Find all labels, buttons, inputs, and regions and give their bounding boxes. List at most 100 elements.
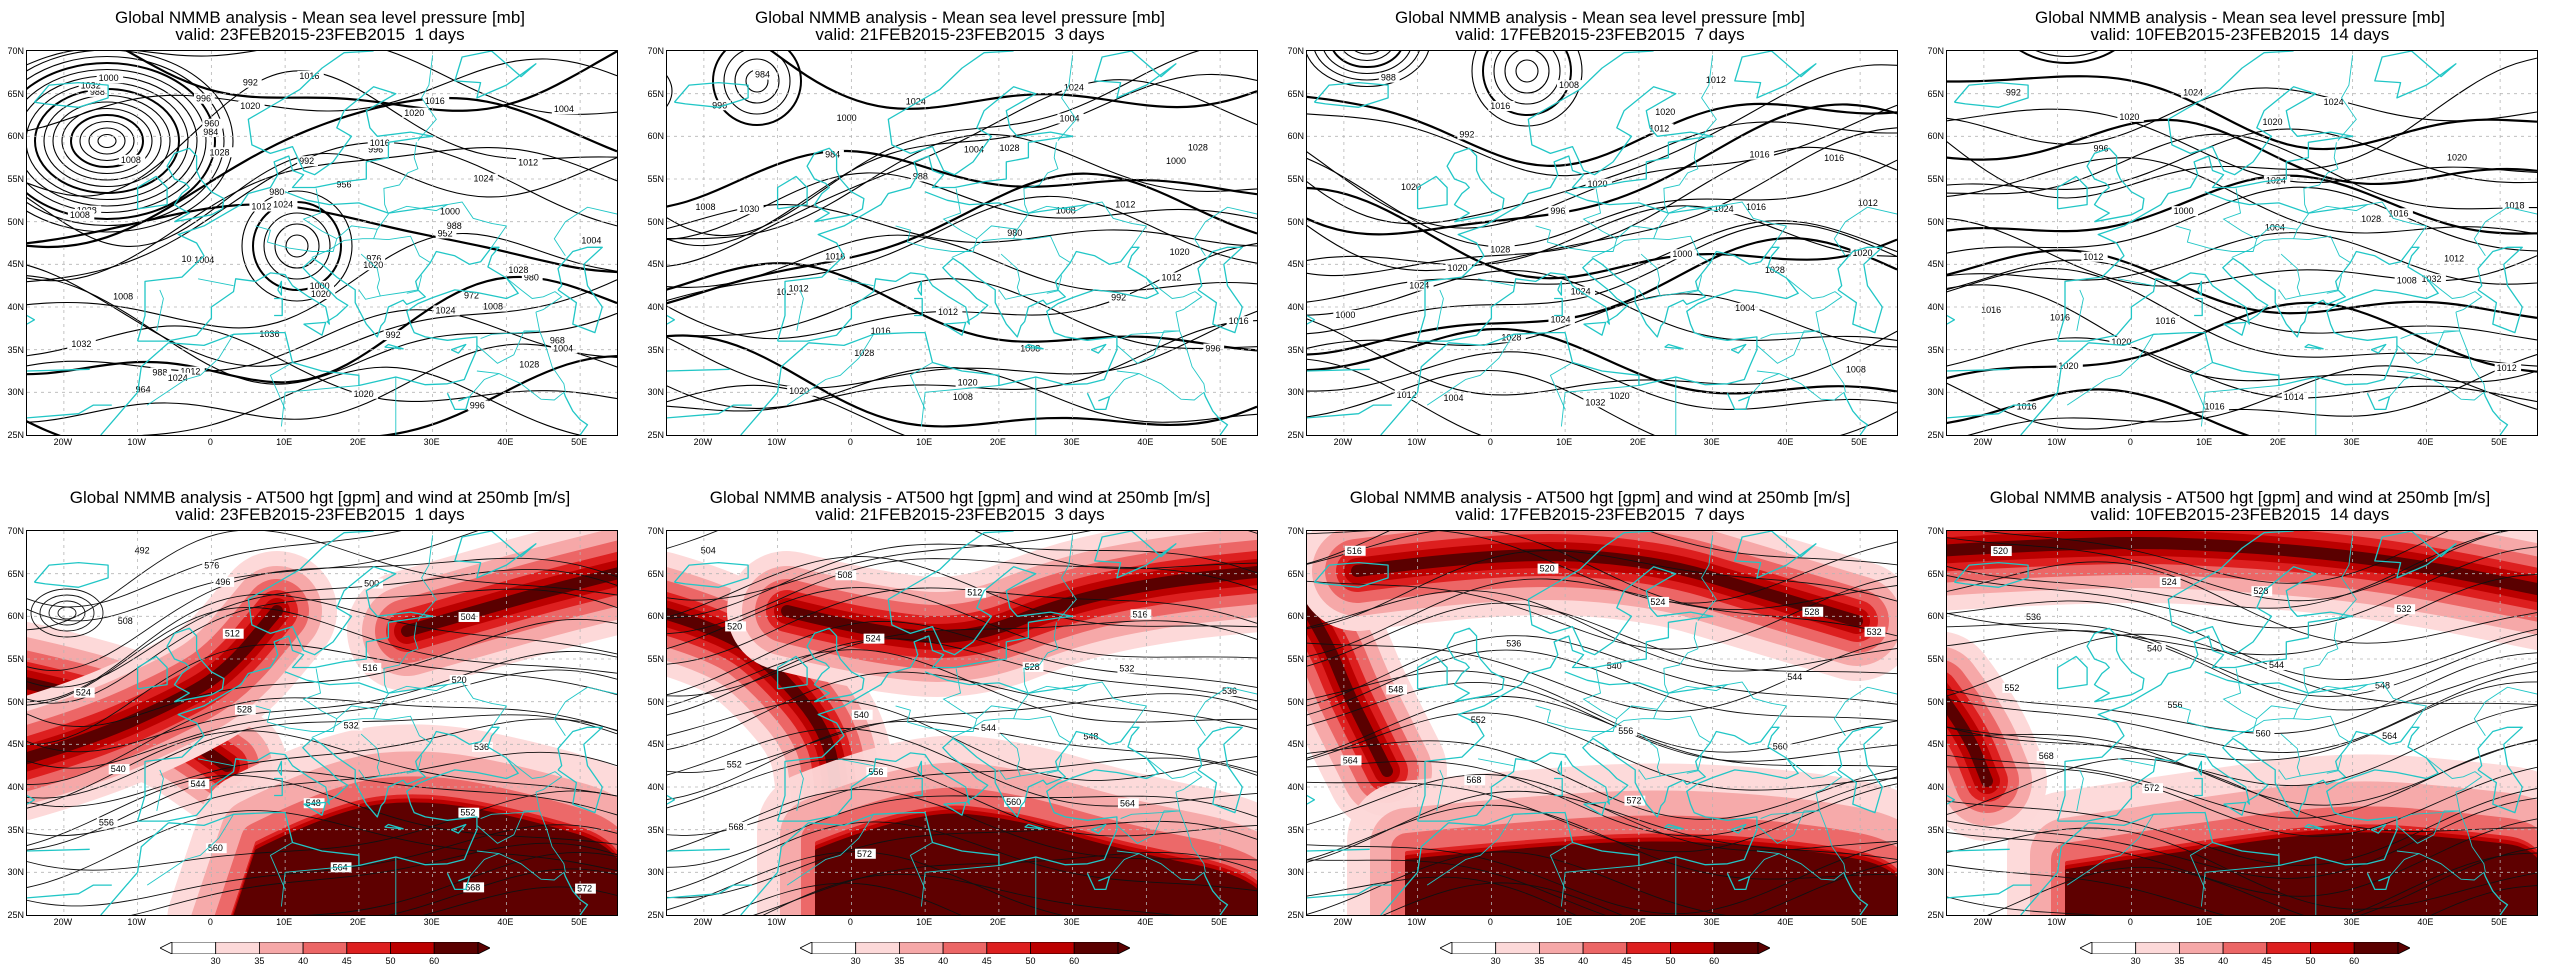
lon-tick-label: 20E — [2269, 917, 2286, 927]
country-border — [1116, 850, 1205, 881]
lat-tick-label: 35N — [1927, 824, 1944, 835]
height-contour — [1947, 852, 2537, 915]
country-border — [198, 758, 234, 767]
country-border — [1786, 757, 1843, 793]
lat-tick-label: 35N — [1287, 344, 1304, 355]
country-border — [1760, 312, 1821, 340]
isobar-label: 1016 — [2205, 401, 2225, 411]
colorbar-max-arrow — [1757, 942, 1770, 954]
isobar-label: 1012 — [2497, 363, 2517, 373]
country-border — [255, 188, 338, 252]
isobar-label-bg — [2394, 275, 2422, 286]
lon-tick-label: 0 — [847, 437, 853, 447]
country-border — [1109, 853, 1140, 877]
isobar-closed — [2019, 51, 2115, 64]
isobar-label: 1008 — [1020, 344, 1040, 354]
isobar-label: 1028 — [854, 348, 874, 358]
isobar-label-bg — [753, 69, 774, 80]
colorbar-label: 35 — [1534, 956, 1545, 966]
isobar-closed — [723, 51, 791, 115]
height-label-bg — [449, 674, 471, 685]
panel-valid-date: valid: 10FEB2015-23FEB2015 14 days — [2090, 25, 2390, 44]
height-contour — [1307, 876, 1897, 915]
isobar-labels: 988 992 996 1000 1004 1008 1012 1016 1020 1024 102… — [1333, 72, 1883, 408]
isobar-label-bg — [96, 73, 124, 84]
map-area: 516 520 524 528 532 536 540 544 548 552 556 560 564 5… — [1306, 530, 1898, 916]
panel-valid-date: valid: 10FEB2015-23FEB2015 14 days — [2090, 505, 2390, 524]
coastline — [557, 246, 603, 334]
colorbar-max-arrow — [2397, 942, 2410, 954]
isobar — [27, 147, 617, 282]
country-border — [2426, 757, 2483, 793]
isobar-closed — [52, 101, 162, 181]
lat-tick-label: 40N — [1927, 782, 1944, 792]
isobar-label-bg — [521, 272, 543, 283]
isobar-label-bg — [69, 339, 96, 350]
height-label: 524 — [76, 688, 91, 698]
country-border — [2426, 277, 2483, 313]
coastline — [1417, 726, 1799, 867]
isobar-label-bg — [1733, 302, 1760, 313]
lat-tick-label: 70N — [7, 46, 24, 56]
isobar-label-bg — [1744, 201, 1771, 212]
coastline — [1380, 342, 1450, 435]
coastline — [1843, 872, 1869, 915]
lat-tick-label: 45N — [7, 739, 24, 750]
isobar-label-bg — [1711, 204, 1739, 215]
isobar-label: 1024 — [776, 287, 796, 297]
coastline — [1953, 81, 2029, 108]
isobar-closed — [241, 190, 353, 302]
coastline — [2056, 51, 2354, 342]
lat-tick-label: 40N — [647, 782, 664, 792]
lon-tick-label: 50E — [571, 917, 588, 927]
height-contour — [1307, 635, 1897, 707]
panel-valid-date: valid: 21FEB2015-23FEB2015 3 days — [815, 25, 1105, 44]
isobar-label-bg — [1378, 72, 1400, 83]
height-contour — [1307, 851, 1727, 915]
isobar-closed — [667, 75, 673, 107]
lon-tick-label: 30E — [1703, 917, 1720, 927]
isobar — [27, 203, 617, 274]
height-contour — [1307, 590, 1897, 672]
isobar — [1307, 103, 1897, 236]
height-contour — [667, 531, 1257, 601]
lat-tick-label: 35N — [1287, 824, 1304, 835]
isobar-closed — [1307, 51, 1430, 88]
height-label-bg — [1117, 798, 1139, 809]
coastlines — [27, 51, 603, 435]
lat-tick-label: 55N — [7, 174, 24, 184]
coastline — [2304, 823, 2324, 830]
isobar-label-bg — [402, 107, 429, 118]
country-border — [2189, 842, 2213, 890]
country-border — [1120, 312, 1181, 340]
coastline — [943, 801, 967, 816]
lon-tick-label: 10E — [1556, 917, 1573, 927]
country-border — [796, 769, 804, 811]
lat-tick-label: 50N — [7, 216, 24, 227]
height-label: 552 — [727, 760, 742, 770]
lon-tick-label: 20W — [53, 437, 73, 447]
height-label: 504 — [701, 546, 716, 556]
height-contour — [1947, 633, 2537, 706]
panel-title: Global NMMB analysis - Mean sea level pr… — [754, 8, 1166, 27]
panel-valid-date: valid: 21FEB2015-23FEB2015 3 days — [815, 505, 1105, 524]
coastline — [1024, 823, 1044, 830]
height-label-bg — [2394, 604, 2416, 615]
lat-tick-label: 45N — [647, 259, 664, 270]
height-contour — [1307, 740, 1897, 820]
isobar-closed — [1515, 59, 1539, 83]
isobar — [1947, 268, 2537, 367]
height-label: 556 — [1618, 726, 1633, 736]
country-border — [336, 622, 419, 720]
lon-tick-label: 40E — [1777, 917, 1794, 927]
country-border — [2326, 755, 2343, 774]
isobar-label: 1012 — [251, 201, 271, 211]
isobar-label: 1032 — [2422, 274, 2442, 284]
borders — [2066, 535, 2537, 915]
isobar-label-bg — [1445, 263, 1472, 274]
lon-tick-label: 20E — [349, 917, 366, 927]
isobar-label: 980 — [269, 187, 284, 197]
country-border — [2189, 362, 2213, 410]
isobar-closed — [274, 223, 320, 269]
isobar-label: 1028 — [1765, 265, 1785, 275]
